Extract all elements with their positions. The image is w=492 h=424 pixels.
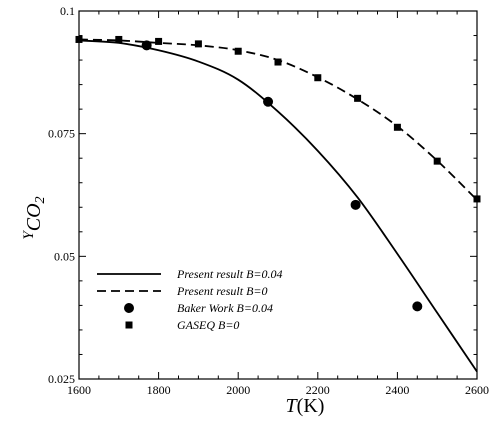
y-tick-label: 0.025 — [48, 372, 75, 386]
series-square-point — [354, 94, 362, 102]
plot-area — [78, 10, 478, 380]
legend-label: Present result B=0.04 — [176, 267, 283, 281]
series-square-point — [75, 35, 83, 43]
series-square-point — [393, 123, 401, 131]
y-tick-label: 0.075 — [48, 127, 75, 141]
y-tick-label: 0.05 — [54, 249, 75, 263]
x-axis-title-italic: T — [286, 395, 299, 417]
series-square-point — [115, 35, 123, 43]
x-axis-title: T(K) — [286, 395, 325, 417]
plot-frame — [78, 10, 478, 380]
legend-label: Baker Work B=0.04 — [177, 301, 273, 315]
series-square-point — [274, 58, 282, 66]
x-tick-label: 2400 — [385, 383, 409, 397]
series-square-point — [433, 157, 441, 165]
series-circle-point — [263, 96, 274, 107]
x-tick-label: 2200 — [306, 383, 330, 397]
x-tick-label: 2600 — [465, 383, 489, 397]
series-circle-point — [350, 199, 361, 210]
x-tick-label: 1600 — [67, 383, 91, 397]
y-axis-title: YCO2 — [21, 196, 48, 239]
series-square-point — [473, 195, 481, 203]
legend-square-swatch — [125, 321, 133, 329]
y-tick-label: 0.1 — [60, 4, 75, 18]
series-circle-point — [412, 301, 423, 312]
series-line-solid — [78, 39, 478, 373]
x-tick-label: 1800 — [147, 383, 171, 397]
y-axis-title-base: Y — [21, 230, 37, 240]
legend-label: GASEQ B=0 — [177, 318, 239, 332]
x-tick-label: 2000 — [226, 383, 250, 397]
series-square-point — [234, 47, 242, 55]
legend-label: Present result B=0 — [176, 284, 268, 298]
series-square-point — [314, 74, 322, 82]
series-layer — [75, 35, 481, 373]
y-axis-title-subsubscript: 2 — [33, 196, 48, 203]
series-circle-point — [141, 40, 152, 51]
x-axis-title-unit: (K) — [297, 395, 325, 417]
legend: Present result B=0.04 Present result B=0 B… — [97, 267, 283, 332]
axis-ticks: 1600 1800 2000 2200 2400 2600 0.025 0.05 0.075 0.… — [48, 4, 489, 397]
series-square-point — [155, 37, 163, 45]
y-axis-title-subscript: CO — [23, 203, 45, 231]
legend-circle-swatch — [124, 303, 134, 313]
axis-labels: T(K) YCO2 — [21, 196, 324, 417]
series-square-point — [194, 40, 202, 48]
